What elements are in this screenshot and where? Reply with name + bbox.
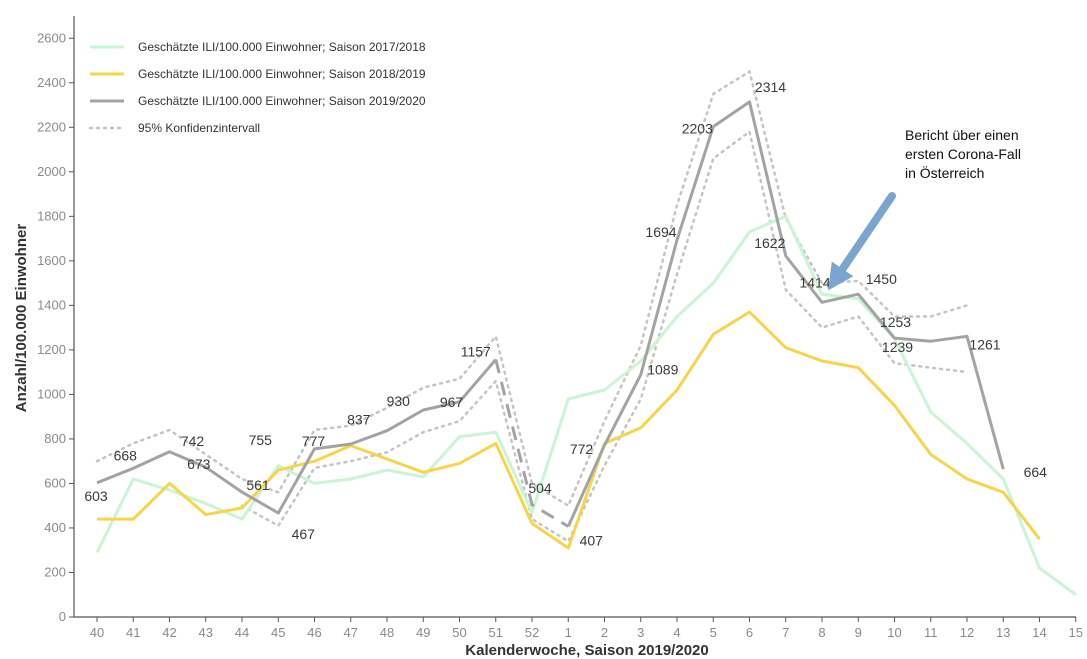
data-label: 1253 [880, 314, 911, 330]
x-tick-label: 8 [818, 625, 825, 640]
x-tick-label: 42 [162, 625, 176, 640]
x-tick-label: 15 [1069, 625, 1083, 640]
data-label: 930 [387, 393, 411, 409]
data-label: 504 [528, 480, 552, 496]
annotation: Bericht über einen ersten Corona-Fall in Ö… [828, 127, 1021, 291]
x-tick-label: 44 [235, 625, 249, 640]
data-label: 668 [114, 447, 138, 463]
x-tick-label: 3 [637, 625, 644, 640]
series-2019-2020-line [566, 100, 1005, 528]
y-tick-label: 1800 [37, 208, 66, 223]
x-tick-label: 12 [960, 625, 974, 640]
annotation-text-line: Bericht über einen [905, 127, 1019, 143]
y-tick-label: 1600 [37, 253, 66, 268]
y-tick-label: 1400 [37, 297, 66, 312]
x-tick-label: 5 [710, 625, 717, 640]
data-label: 742 [181, 433, 205, 449]
y-tick-label: 1000 [37, 386, 66, 401]
axes: 0 200 400 600 800 1000 1200 1400 1600 1800 2000 220… [37, 16, 1083, 640]
legend-item-2019-2020-label: Geschätzte ILI/100.000 Einwohner; Saison… [138, 94, 426, 108]
annotation-text-line: in Österreich [905, 164, 984, 181]
x-tick-label: 6 [746, 625, 753, 640]
x-tick-label: 10 [887, 625, 901, 640]
x-tick-label: 48 [380, 625, 394, 640]
data-label: 1261 [969, 336, 1000, 352]
x-tick-label: 49 [416, 625, 430, 640]
data-label: 1089 [647, 362, 678, 378]
y-tick-label: 400 [44, 520, 66, 535]
legend-item-2018-2019-label: Geschätzte ILI/100.000 Einwohner; Saison… [138, 67, 426, 81]
x-tick-label: 11 [924, 625, 938, 640]
x-tick-label: 43 [199, 625, 213, 640]
series-2018-2019-line [97, 310, 1041, 550]
y-tick-label: 200 [44, 564, 66, 579]
data-label: 561 [246, 477, 270, 493]
data-label: 673 [187, 456, 211, 472]
confidence-interval-lines [95, 69, 969, 544]
y-tick-label: 1200 [37, 342, 66, 357]
series-2017-2018-line [95, 214, 1077, 596]
y-tick-label: 800 [44, 431, 66, 446]
annotation-text-line: ersten Corona-Fall [905, 146, 1021, 162]
data-label: 1239 [882, 339, 913, 355]
data-label: 603 [84, 488, 108, 504]
legend-item-ci-label: 95% Konfidenzintervall [138, 121, 260, 135]
data-label: 467 [292, 526, 316, 542]
x-tick-label: 4 [673, 625, 680, 640]
x-tick-label: 50 [452, 625, 466, 640]
y-axis-title: Anzahl/100.000 Einwohner [13, 224, 30, 413]
data-label: 1414 [799, 274, 830, 290]
series-lines [95, 100, 1077, 596]
data-label: 1157 [461, 344, 491, 360]
data-label: 967 [440, 394, 464, 410]
annotation-arrow-shaft [835, 192, 896, 278]
x-tick-label: 41 [126, 625, 140, 640]
legend: Geschätzte ILI/100.000 Einwohner; Saison… [88, 40, 426, 135]
annotation-arrow-head [828, 261, 854, 291]
y-tick-label: 2000 [37, 164, 66, 179]
x-tick-label: 9 [855, 625, 862, 640]
legend-item-2017-2018-label: Geschätzte ILI/100.000 Einwohner; Saison… [138, 40, 426, 54]
series-2019-2020-line-dashed [494, 359, 570, 528]
ci-lower-line [240, 129, 969, 544]
data-label: 837 [347, 412, 371, 428]
x-tick-label: 51 [489, 625, 503, 640]
data-label: 664 [1024, 464, 1048, 480]
x-tick-label: 14 [1032, 625, 1046, 640]
data-label: 407 [580, 532, 604, 548]
data-label: 2203 [682, 121, 713, 137]
y-tick-label: 2200 [37, 119, 66, 134]
y-tick-label: 0 [59, 609, 66, 624]
data-label: 2314 [755, 79, 786, 95]
data-labels: 603 668 742 673 561 467 755 777 837 930 967 1157 504… [84, 79, 1047, 549]
data-label: 1450 [866, 271, 897, 287]
y-tick-label: 600 [44, 475, 66, 490]
y-tick-label: 2600 [37, 30, 66, 45]
ci-upper-line [95, 69, 969, 508]
x-tick-label: 52 [525, 625, 539, 640]
y-tick-label: 2400 [37, 75, 66, 90]
x-tick-label: 40 [90, 625, 104, 640]
data-label: 772 [570, 441, 594, 457]
series-2019-2020-line [96, 358, 497, 515]
x-tick-label: 13 [996, 625, 1010, 640]
x-tick-label: 1 [565, 625, 572, 640]
data-label: 755 [249, 432, 273, 448]
x-tick-label: 46 [307, 625, 321, 640]
data-label: 1622 [754, 235, 785, 251]
data-label: 1694 [645, 224, 676, 240]
data-label: 777 [302, 433, 326, 449]
x-tick-label: 7 [782, 625, 789, 640]
x-tick-label: 2 [601, 625, 608, 640]
x-axis-title: Kalenderwoche, Saison 2019/2020 [465, 642, 708, 659]
x-tick-label: 47 [344, 625, 358, 640]
x-tick-label: 45 [271, 625, 285, 640]
